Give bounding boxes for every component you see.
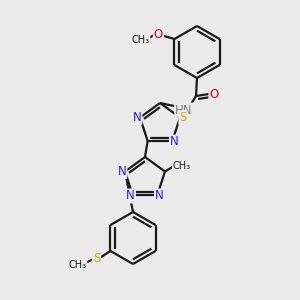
Text: CH₃: CH₃ <box>131 35 149 45</box>
Text: CH₃: CH₃ <box>173 160 191 170</box>
Text: N: N <box>118 165 126 178</box>
Text: N: N <box>155 190 164 202</box>
Text: N: N <box>133 111 141 124</box>
Text: O: O <box>154 28 163 41</box>
Text: N: N <box>126 190 135 202</box>
Text: N: N <box>170 136 179 148</box>
Text: S: S <box>179 111 187 124</box>
Text: S: S <box>93 253 100 266</box>
Text: O: O <box>209 88 219 100</box>
Text: HN: HN <box>175 103 193 116</box>
Text: CH₃: CH₃ <box>68 260 86 270</box>
